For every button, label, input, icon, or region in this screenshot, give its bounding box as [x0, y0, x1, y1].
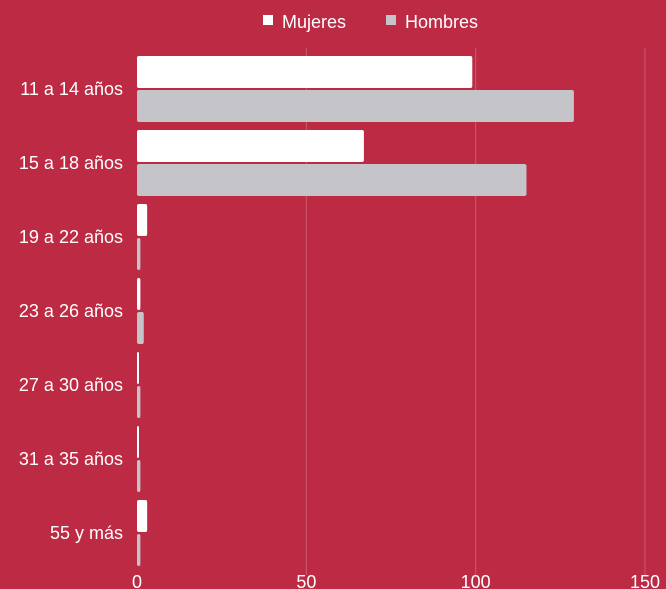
category-label: 23 a 26 años	[19, 301, 123, 321]
category-label: 55 y más	[50, 523, 123, 543]
category-labels: 11 a 14 años 15 a 18 años 19 a 22 años 23 a…	[19, 79, 123, 543]
bar-mujeres	[137, 352, 139, 384]
category-label: 11 a 14 años	[20, 79, 123, 99]
category-label: 31 a 35 años	[19, 449, 123, 469]
bar-hombres	[137, 312, 144, 344]
bar-mujeres	[137, 204, 148, 236]
x-tick-label: 0	[132, 572, 142, 589]
legend-label-mujeres: Mujeres	[282, 12, 346, 32]
legend-swatch-hombres	[386, 15, 396, 25]
x-tick-label: 150	[630, 572, 660, 589]
bar-mujeres	[137, 278, 141, 310]
legend: Mujeres Hombres	[263, 12, 478, 32]
bar-mujeres	[137, 426, 139, 458]
bar-hombres	[137, 90, 574, 122]
bar-hombres	[137, 238, 141, 270]
x-axis-ticks: 0 50 100 150	[132, 572, 660, 589]
bar-hombres	[137, 534, 141, 566]
bar-hombres	[137, 386, 141, 418]
bar-hombres	[137, 460, 141, 492]
bar-mujeres	[137, 500, 148, 532]
category-label: 19 a 22 años	[19, 227, 123, 247]
bar-hombres	[137, 164, 527, 196]
grid-layer	[305, 48, 646, 575]
legend-swatch-mujeres	[263, 15, 273, 25]
x-tick-label: 50	[296, 572, 316, 589]
category-label: 27 a 30 años	[19, 375, 123, 395]
bar-layer	[137, 56, 574, 566]
bar-mujeres	[137, 130, 364, 162]
category-label: 15 a 18 años	[19, 153, 123, 173]
x-tick-label: 100	[461, 572, 491, 589]
bar-mujeres	[137, 56, 473, 88]
legend-label-hombres: Hombres	[405, 12, 478, 32]
